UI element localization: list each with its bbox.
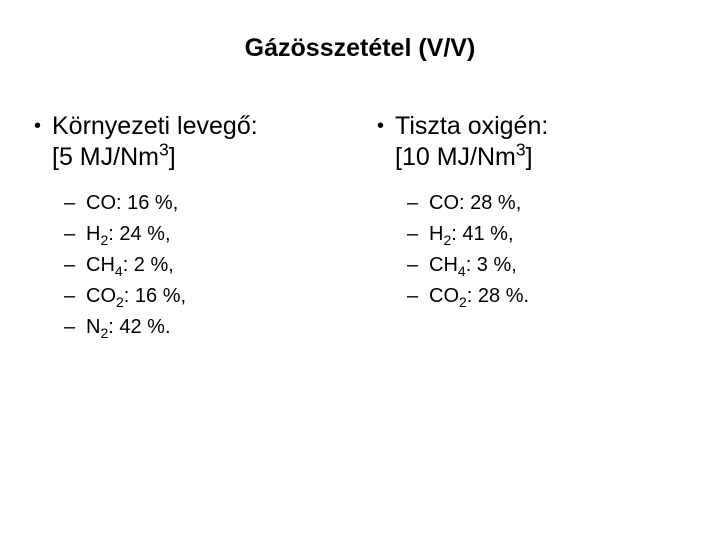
right-column: • Tiszta oxigén: [10 MJ/Nm3] – CO: 28 %,… xyxy=(347,111,690,343)
slide-title: Gázösszetétel (V/V) xyxy=(30,34,690,63)
bullet-icon: • xyxy=(377,111,395,141)
list-item: – CH4: 2 %, xyxy=(64,250,347,281)
left-heading-text: Környezeti levegő: [5 MJ/Nm3] xyxy=(52,111,347,174)
item-text: CO2: 28 %. xyxy=(429,281,690,312)
left-column: • Környezeti levegő: [5 MJ/Nm3] – CO: 16… xyxy=(30,111,347,343)
dash-icon: – xyxy=(407,281,429,312)
dash-icon: – xyxy=(64,281,86,312)
right-heading-line2-suffix: ] xyxy=(526,143,533,171)
left-heading: • Környezeti levegő: [5 MJ/Nm3] xyxy=(34,111,347,174)
right-heading-line2-prefix: [10 MJ/Nm xyxy=(395,143,516,171)
right-heading: • Tiszta oxigén: [10 MJ/Nm3] xyxy=(377,111,690,174)
list-item: – N2: 42 %. xyxy=(64,312,347,343)
dash-icon: – xyxy=(64,312,86,343)
columns: • Környezeti levegő: [5 MJ/Nm3] – CO: 16… xyxy=(30,111,690,343)
left-heading-sup: 3 xyxy=(159,140,169,160)
item-text: N2: 42 %. xyxy=(86,312,347,343)
bullet-icon: • xyxy=(34,111,52,141)
list-item: – CH4: 3 %, xyxy=(407,250,690,281)
right-heading-sup: 3 xyxy=(516,140,526,160)
item-text: CH4: 2 %, xyxy=(86,250,347,281)
right-sub-list: – CO: 28 %, – H2: 41 %, – CH4: 3 %, – CO… xyxy=(377,188,690,312)
item-text: H2: 24 %, xyxy=(86,219,347,250)
dash-icon: – xyxy=(64,188,86,219)
item-text: H2: 41 %, xyxy=(429,219,690,250)
item-text: CH4: 3 %, xyxy=(429,250,690,281)
left-heading-line2-suffix: ] xyxy=(169,143,176,171)
dash-icon: – xyxy=(407,250,429,281)
item-text: CO: 16 %, xyxy=(86,188,347,219)
list-item: – CO: 28 %, xyxy=(407,188,690,219)
dash-icon: – xyxy=(64,219,86,250)
list-item: – CO2: 16 %, xyxy=(64,281,347,312)
left-heading-line1: Környezeti levegő: xyxy=(52,112,258,140)
dash-icon: – xyxy=(407,219,429,250)
left-sub-list: – CO: 16 %, – H2: 24 %, – CH4: 2 %, – CO… xyxy=(34,188,347,343)
list-item: – CO: 16 %, xyxy=(64,188,347,219)
right-heading-line1: Tiszta oxigén: xyxy=(395,112,548,140)
list-item: – CO2: 28 %. xyxy=(407,281,690,312)
right-heading-text: Tiszta oxigén: [10 MJ/Nm3] xyxy=(395,111,690,174)
dash-icon: – xyxy=(407,188,429,219)
slide: Gázösszetétel (V/V) • Környezeti levegő:… xyxy=(0,0,720,540)
list-item: – H2: 41 %, xyxy=(407,219,690,250)
dash-icon: – xyxy=(64,250,86,281)
left-heading-line2-prefix: [5 MJ/Nm xyxy=(52,143,159,171)
item-text: CO2: 16 %, xyxy=(86,281,347,312)
list-item: – H2: 24 %, xyxy=(64,219,347,250)
item-text: CO: 28 %, xyxy=(429,188,690,219)
